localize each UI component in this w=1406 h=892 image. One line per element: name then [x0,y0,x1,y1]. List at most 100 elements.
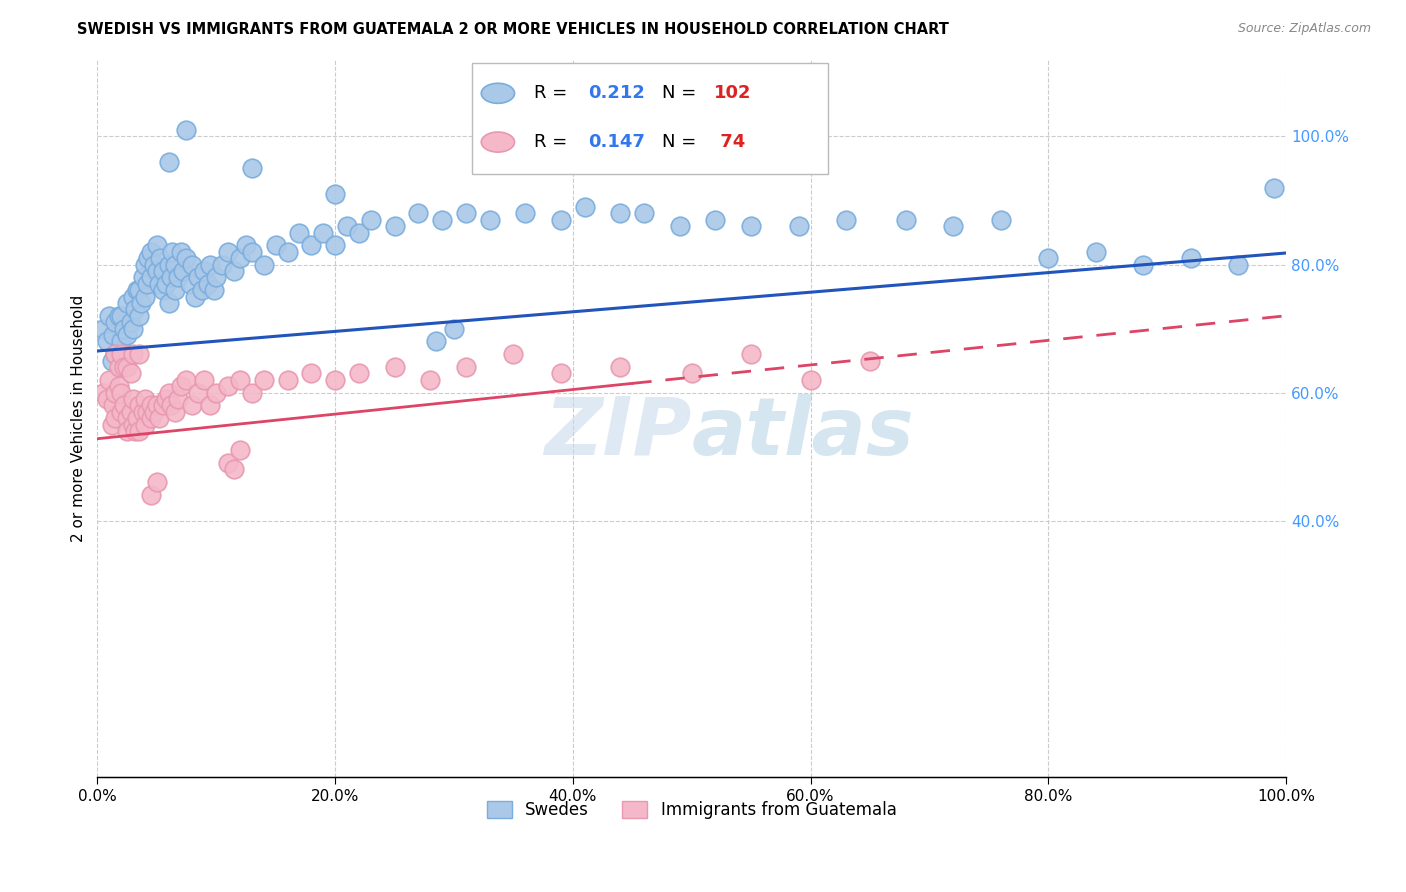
Point [181,399,204,413]
Point [454,206,477,220]
Point [122,417,145,432]
Point [101,328,124,343]
Point [155,392,177,406]
Point [240,244,263,259]
Point [155,277,177,291]
Point [146,475,169,490]
Point [120,315,142,329]
Point [91,321,114,335]
Point [128,347,150,361]
Point [163,258,186,272]
Point [347,367,370,381]
Point [131,270,153,285]
Point [176,373,198,387]
Point [990,212,1012,227]
Point [139,411,162,425]
Point [197,277,219,291]
Point [152,264,174,278]
Point [104,411,127,425]
Point [406,206,429,220]
Point [104,315,127,329]
Point [139,399,162,413]
Point [160,399,183,413]
Point [211,258,233,272]
Text: 102: 102 [714,85,752,103]
Point [152,399,174,413]
Point [176,123,198,137]
Point [163,405,186,419]
Point [104,347,127,361]
Point [139,244,162,259]
Point [1038,251,1060,265]
Point [740,347,762,361]
Point [235,238,257,252]
Point [181,258,204,272]
Point [191,283,214,297]
Text: 0.147: 0.147 [588,133,645,151]
Point [859,353,882,368]
Point [138,251,160,265]
Point [179,277,201,291]
Point [112,399,135,413]
Y-axis label: 2 or more Vehicles in Household: 2 or more Vehicles in Household [72,294,86,541]
Point [277,373,299,387]
Point [148,277,170,291]
Point [704,212,727,227]
Point [193,264,215,278]
Point [157,258,180,272]
Point [149,251,172,265]
Point [609,359,631,374]
Point [668,219,690,233]
Point [264,238,287,252]
Point [139,270,162,285]
Point [134,289,156,303]
Point [146,399,169,413]
Point [681,367,703,381]
Point [419,373,441,387]
Point [125,411,148,425]
Point [360,212,382,227]
Point [229,373,252,387]
Point [125,283,148,297]
Point [502,347,524,361]
Point [160,270,183,285]
Point [139,488,162,502]
Point [110,334,132,349]
Point [253,258,276,272]
Point [136,277,159,291]
Text: Source: ZipAtlas.com: Source: ZipAtlas.com [1237,22,1371,36]
Point [217,379,239,393]
Point [157,385,180,400]
Point [157,155,180,169]
Point [128,424,150,438]
Point [122,392,145,406]
Point [217,244,239,259]
Point [1263,180,1285,194]
Point [120,367,142,381]
Point [1132,258,1154,272]
Point [122,347,145,361]
Point [740,219,762,233]
Point [163,283,186,297]
Point [277,244,299,259]
Point [98,309,121,323]
Point [478,212,501,227]
Point [167,392,190,406]
Point [167,270,190,285]
Point [205,270,228,285]
Point [894,212,917,227]
Point [136,405,159,419]
Point [443,321,465,335]
Point [430,212,453,227]
Point [176,251,198,265]
Point [288,226,311,240]
Point [942,219,965,233]
Point [515,206,537,220]
Text: 74: 74 [714,133,745,151]
Point [96,334,118,349]
Point [160,244,183,259]
Point [134,392,156,406]
Point [157,296,180,310]
Text: 0.212: 0.212 [588,85,645,103]
Point [146,264,169,278]
